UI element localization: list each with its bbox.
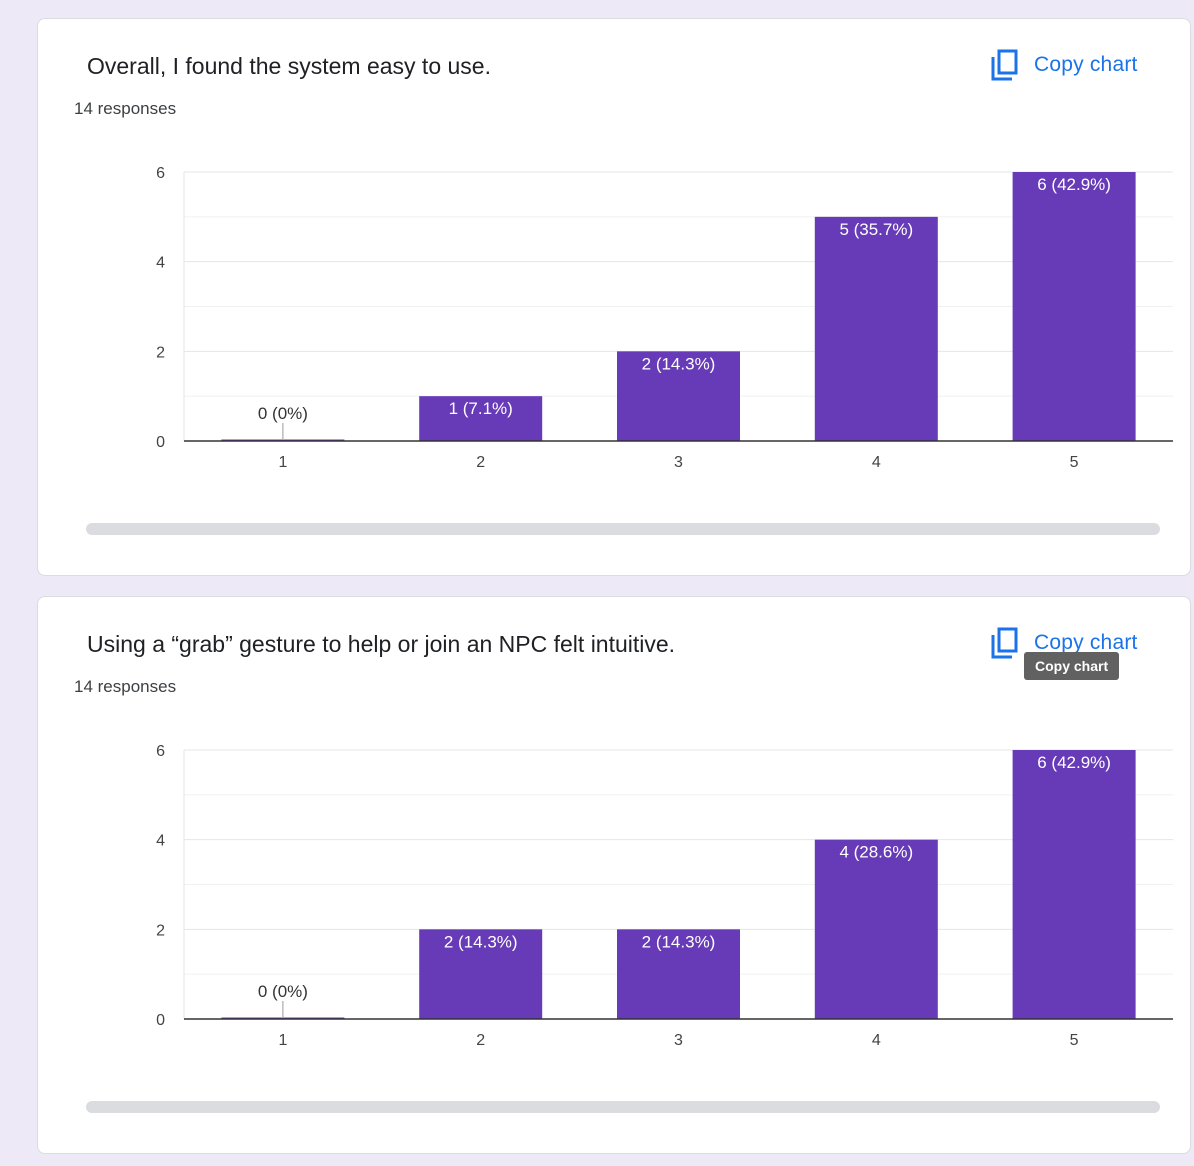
y-tick-label: 2 [156,344,165,361]
bar [1012,172,1136,441]
x-tick-label: 5 [1070,454,1079,471]
x-tick-label: 4 [872,454,881,471]
data-label: 6 (42.9%) [1037,175,1111,194]
y-tick-label: 0 [156,434,165,451]
x-tick-label: 3 [674,454,683,471]
bar [1012,750,1136,1019]
x-tick-label: 2 [476,454,485,471]
response-count: 14 responses [74,99,177,118]
x-tick-label: 2 [476,1032,485,1049]
copy-chart-label: Copy chart [1034,53,1138,76]
y-tick-label: 4 [156,833,165,850]
copy-icon [991,627,1018,659]
data-label: 4 (28.6%) [839,843,913,862]
horizontal-scrollbar[interactable] [86,1101,1160,1113]
question-title: Overall, I found the system easy to use. [87,53,491,79]
bar [814,216,938,441]
x-tick-label: 4 [872,1032,881,1049]
question-card: Overall, I found the system easy to use.… [37,18,1191,576]
bar [419,396,543,441]
y-tick-label: 4 [156,255,165,272]
bar-chart: 0 2 4 6 0 (0%) 1 2 (14.3%) 2 2 (14.3%) 3 4 (28.6%)… [156,743,1173,1049]
x-tick-label: 5 [1070,1032,1079,1049]
data-label: 6 (42.9%) [1037,753,1111,772]
data-label: 5 (35.7%) [839,220,913,239]
copy-chart-label: Copy chart [1034,631,1138,654]
copy-icon [991,49,1018,81]
horizontal-scrollbar[interactable] [86,523,1160,535]
data-label: 2 (14.3%) [444,932,518,951]
bar [617,929,740,1019]
y-tick-label: 0 [156,1012,165,1029]
data-label: 0 (0%) [258,982,308,1001]
x-tick-label: 1 [278,1032,287,1049]
data-label: 1 (7.1%) [449,399,513,418]
copy-chart-button[interactable]: Copy chart [990,47,1138,83]
y-tick-label: 2 [156,922,165,939]
bar-chart: 0 2 4 6 0 (0%) 1 1 (7.1%) 2 2 (14.3%) 3 5 (35.7%) 4… [156,165,1173,471]
response-count: 14 responses [74,677,177,696]
x-tick-label: 3 [674,1032,683,1049]
y-tick-label: 6 [156,165,165,182]
x-tick-label: 1 [278,454,287,471]
y-tick-label: 6 [156,743,165,760]
data-label: 2 (14.3%) [642,932,716,951]
data-label: 2 (14.3%) [642,354,716,373]
question-title: Using a “grab” gesture to help or join a… [87,631,676,657]
bar [814,839,938,1019]
copy-chart-tooltip: Copy chart [1024,652,1120,680]
bar [617,351,740,441]
question-card: Using a “grab” gesture to help or join a… [37,596,1191,1154]
bar [419,929,543,1019]
data-label: 0 (0%) [258,404,308,423]
copy-chart-button[interactable]: Copy chart [990,625,1138,661]
